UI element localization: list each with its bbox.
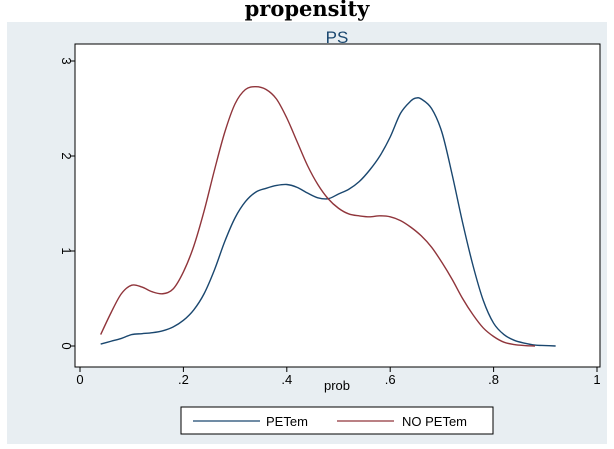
legend-label-no-petem: NO PETem <box>402 414 467 429</box>
series-line-petem <box>100 97 556 347</box>
x-tick-label: .6 <box>385 372 396 387</box>
x-axis: 0 .2 .4 .6 .8 1 <box>76 367 601 387</box>
legend: PETem NO PETem <box>180 406 494 435</box>
y-tick-label: 2 <box>59 152 74 159</box>
series-group <box>100 85 556 347</box>
legend-label-petem: PETem <box>266 414 308 429</box>
x-tick-label: 1 <box>593 372 600 387</box>
y-tick-label: 3 <box>59 57 74 64</box>
series-line-no-petem <box>100 85 535 347</box>
y-tick-label: 0 <box>59 342 74 349</box>
x-tick-label: .2 <box>178 372 189 387</box>
x-tick-label: 0 <box>76 372 83 387</box>
plot-area <box>74 43 601 368</box>
figure-header: propensity <box>244 0 370 21</box>
chart-title: PS <box>326 28 349 47</box>
y-tick-label: 1 <box>59 247 74 254</box>
y-axis: 0 1 2 3 <box>59 57 75 350</box>
x-axis-title: prob <box>324 378 350 393</box>
x-tick-label: .8 <box>488 372 499 387</box>
x-tick-label: .4 <box>281 372 292 387</box>
